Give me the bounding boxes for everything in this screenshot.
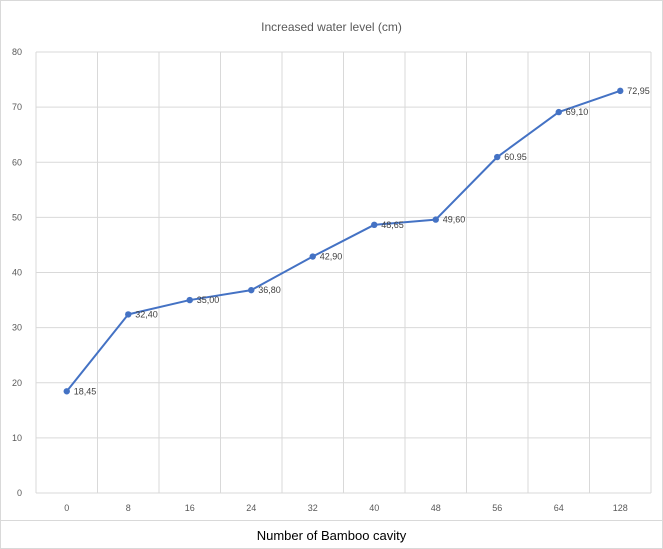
data-point bbox=[555, 108, 562, 116]
data-label: 36,80 bbox=[258, 285, 281, 295]
data-label: 49,60 bbox=[443, 215, 466, 225]
x-tick-label: 32 bbox=[308, 503, 318, 513]
data-point bbox=[494, 153, 501, 161]
y-tick-label: 80 bbox=[12, 47, 22, 57]
x-tick-label: 128 bbox=[613, 503, 628, 513]
data-label: 18,45 bbox=[74, 386, 97, 396]
y-tick-label: 70 bbox=[12, 102, 22, 112]
data-point bbox=[125, 311, 132, 318]
series-layer bbox=[63, 87, 624, 395]
data-point bbox=[186, 296, 193, 304]
y-tick-label: 20 bbox=[12, 378, 22, 388]
x-tick-label: 64 bbox=[554, 503, 564, 513]
x-tick-label: 24 bbox=[246, 503, 256, 513]
x-axis-title: Number of Bamboo cavity bbox=[256, 528, 407, 543]
chart-title: Increased water level (cm) bbox=[261, 20, 402, 34]
y-tick-label: 50 bbox=[12, 212, 22, 222]
gridlines bbox=[35, 51, 652, 494]
y-tick-label: 0 bbox=[17, 488, 22, 498]
y-tick-label: 40 bbox=[12, 268, 22, 278]
series-line bbox=[65, 89, 621, 392]
data-label: 48,65 bbox=[381, 220, 404, 230]
data-point bbox=[617, 87, 624, 95]
x-tick-label: 48 bbox=[431, 503, 441, 513]
y-axis-ticks: 0 10 20 30 40 50 60 70 80 bbox=[12, 47, 22, 498]
data-point bbox=[248, 286, 255, 294]
x-tick-label: 16 bbox=[185, 503, 195, 513]
data-point bbox=[432, 216, 439, 223]
x-tick-label: 40 bbox=[369, 503, 379, 513]
data-point bbox=[371, 221, 378, 229]
y-tick-label: 60 bbox=[12, 157, 22, 167]
data-label: 60.95 bbox=[504, 152, 527, 162]
y-tick-label: 10 bbox=[12, 433, 22, 443]
x-tick-label: 8 bbox=[126, 503, 131, 513]
data-point bbox=[309, 253, 316, 260]
data-point bbox=[63, 388, 70, 395]
y-tick-label: 30 bbox=[12, 323, 22, 333]
x-axis-ticks: 0 8 16 24 32 40 48 56 64 128 bbox=[64, 503, 628, 513]
data-label: 32,40 bbox=[135, 309, 158, 319]
data-label: 42,90 bbox=[320, 252, 343, 262]
data-label: 72,95 bbox=[627, 86, 650, 96]
data-label: 35,00 bbox=[197, 295, 220, 305]
chart-area bbox=[0, 0, 663, 521]
data-label: 69,10 bbox=[566, 107, 589, 117]
data-labels: 18,45 32,40 35,00 36,80 42,90 48,65 49,60 60.95… bbox=[74, 86, 650, 396]
x-tick-label: 0 bbox=[64, 503, 69, 513]
x-tick-label: 56 bbox=[492, 503, 502, 513]
